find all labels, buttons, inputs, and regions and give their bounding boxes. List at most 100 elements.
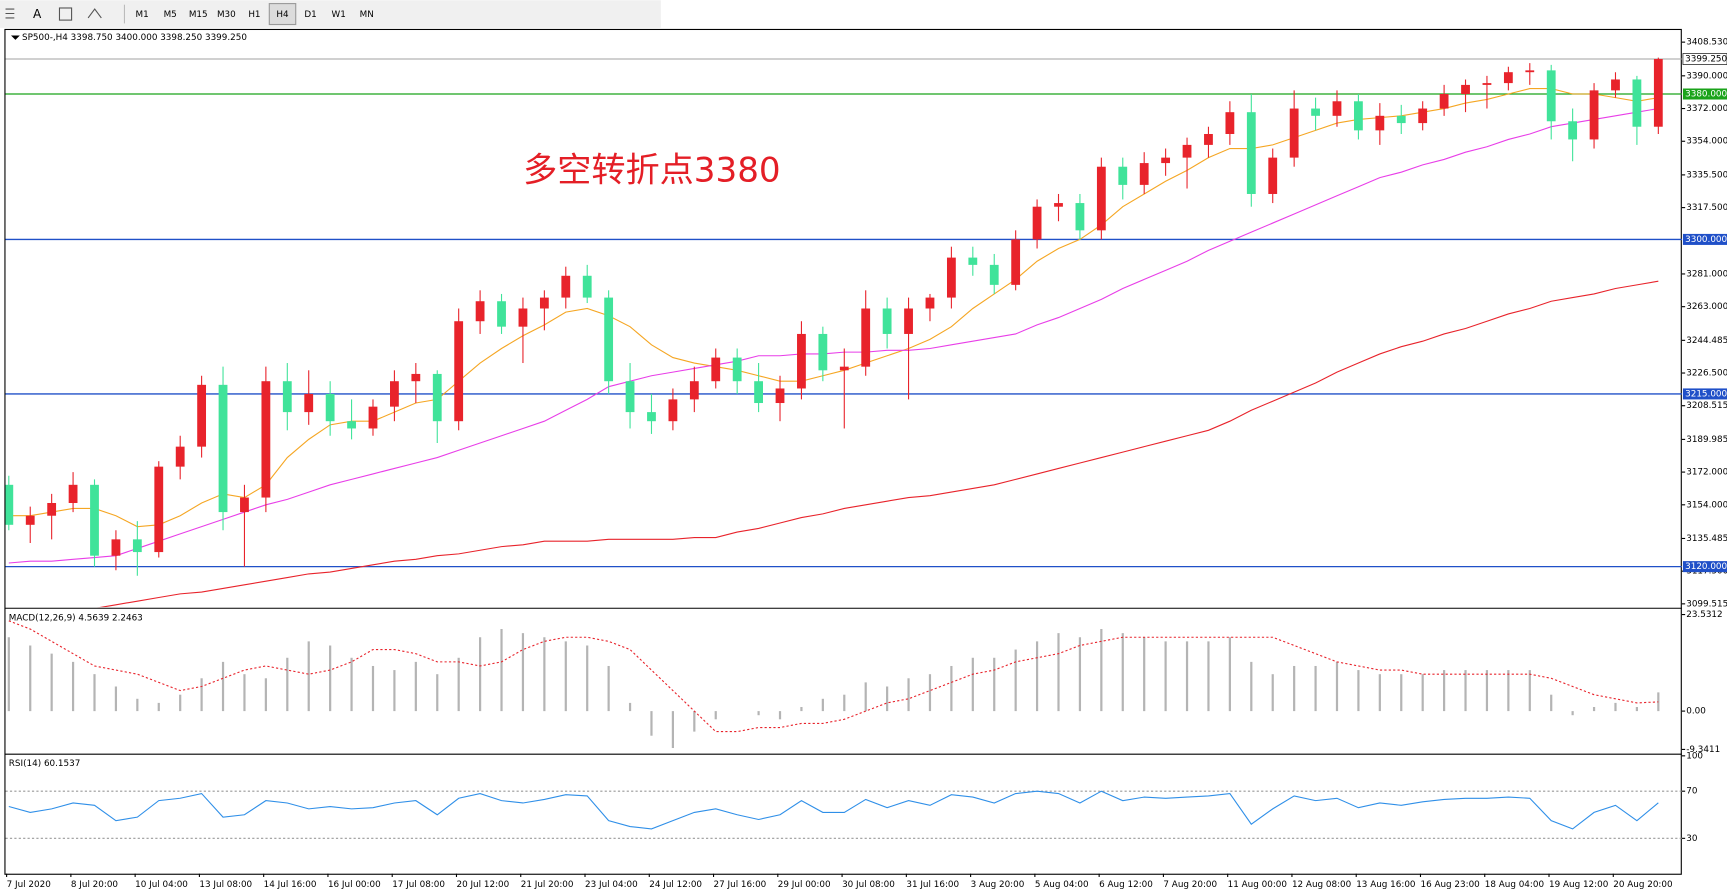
timeframe-label[interactable]: D1 bbox=[304, 10, 316, 20]
timeframe-label[interactable]: H4 bbox=[276, 10, 289, 20]
candle-body bbox=[1204, 133, 1213, 145]
icon-lines[interactable] bbox=[5, 8, 15, 19]
candle-body bbox=[1396, 115, 1406, 124]
candle-body bbox=[754, 381, 763, 404]
candle-body bbox=[1289, 108, 1299, 158]
candle-body bbox=[1525, 70, 1535, 73]
timeframe-button[interactable] bbox=[268, 3, 297, 26]
candle-body bbox=[882, 308, 892, 334]
rsi-plot bbox=[5, 790, 1682, 839]
level-tag bbox=[1682, 88, 1727, 100]
candle-body bbox=[1503, 72, 1513, 84]
candle-body bbox=[1546, 70, 1556, 122]
y-tick-label: 3335.500 bbox=[1686, 170, 1727, 180]
x-tick-label: 7 Jul 2020 bbox=[7, 880, 52, 890]
candle-body bbox=[904, 308, 913, 334]
candle-body bbox=[1225, 112, 1235, 134]
x-tick-label: 12 Aug 08:00 bbox=[1292, 880, 1352, 890]
x-tick-label: 16 Aug 23:00 bbox=[1420, 880, 1480, 890]
timeframe-label[interactable]: M1 bbox=[135, 10, 148, 20]
candle-body bbox=[711, 357, 721, 382]
candle-body bbox=[1418, 108, 1428, 124]
timeframe-label[interactable]: MN bbox=[360, 10, 374, 20]
x-tick-label: 5 Aug 04:00 bbox=[1035, 880, 1089, 890]
candle-body bbox=[497, 301, 506, 327]
y-tick-label: 30 bbox=[1686, 834, 1698, 844]
x-tick-label: 20 Jul 12:00 bbox=[456, 880, 509, 890]
candle-body bbox=[175, 446, 185, 467]
candle-body bbox=[1439, 94, 1449, 109]
toolbar-icons: A bbox=[5, 4, 126, 24]
x-tick-label: 23 Jul 04:00 bbox=[585, 880, 638, 890]
candle-body bbox=[1096, 166, 1106, 231]
candle-body bbox=[925, 297, 935, 309]
x-tick-label: 16 Jul 00:00 bbox=[328, 880, 381, 890]
candle-body bbox=[5, 484, 14, 525]
candle-body bbox=[390, 381, 399, 407]
candle-body bbox=[1653, 59, 1663, 127]
candle-body bbox=[240, 497, 249, 513]
x-tick-label: 3 Aug 20:00 bbox=[971, 880, 1025, 890]
candle-body bbox=[604, 297, 614, 382]
timeframe-label[interactable]: W1 bbox=[332, 10, 346, 20]
y-tick-label: 23.5312 bbox=[1686, 610, 1722, 620]
y-tick-label: 100 bbox=[1686, 751, 1703, 761]
icon-label[interactable] bbox=[58, 7, 73, 21]
toolbar bbox=[0, 0, 661, 28]
candle-body bbox=[989, 264, 999, 285]
candle-body bbox=[861, 308, 871, 367]
annotation: 多空转折点3380 bbox=[523, 151, 780, 191]
candle-body bbox=[1611, 79, 1620, 91]
candle-body bbox=[839, 366, 849, 371]
candle-body bbox=[1589, 90, 1599, 140]
x-tick-label: 19 Aug 12:00 bbox=[1549, 880, 1609, 890]
indicator-title: RSI(14) 60.1537 bbox=[9, 759, 81, 769]
candle-body bbox=[132, 539, 142, 553]
candle-body bbox=[1139, 163, 1149, 185]
timeframe-label[interactable]: H1 bbox=[248, 10, 260, 20]
x-tick-label: 17 Jul 08:00 bbox=[392, 880, 445, 890]
candle-body bbox=[1482, 83, 1492, 85]
candle-body bbox=[347, 421, 356, 429]
timeframe-label[interactable]: M30 bbox=[217, 10, 236, 20]
y-tick-label: 3154.000 bbox=[1686, 500, 1727, 510]
level-tag bbox=[1682, 561, 1727, 573]
timeframe-label[interactable]: M15 bbox=[189, 10, 208, 20]
candle-body bbox=[1568, 121, 1578, 140]
bid-label: 3399.250 bbox=[1685, 55, 1727, 65]
x-tick-label: 14 Jul 16:00 bbox=[264, 880, 317, 890]
x-tick-label: 21 Jul 20:00 bbox=[521, 880, 574, 890]
icon-text[interactable]: A bbox=[33, 7, 42, 21]
x-tick-label: 31 Jul 16:00 bbox=[906, 880, 959, 890]
chart-title: SP500-,H4 3398.750 3400.000 3398.250 339… bbox=[22, 33, 247, 43]
candle-body bbox=[689, 381, 699, 400]
icon-arrows[interactable] bbox=[87, 8, 102, 19]
candle-body bbox=[432, 373, 442, 422]
candle-body bbox=[325, 393, 335, 422]
candle-body bbox=[1161, 157, 1171, 164]
candle-body bbox=[1011, 239, 1021, 285]
x-tick-label: 10 Jul 04:00 bbox=[135, 880, 188, 890]
timeframe-label[interactable]: M5 bbox=[164, 10, 177, 20]
y-tick-label: 3244.485 bbox=[1686, 336, 1727, 346]
candle-body bbox=[946, 257, 956, 298]
level-label: 3120.000 bbox=[1685, 562, 1727, 572]
candle-body bbox=[304, 393, 314, 413]
level-label: 3380.000 bbox=[1685, 90, 1727, 100]
candle-body bbox=[818, 333, 828, 371]
y-tick-label: 3172.000 bbox=[1686, 468, 1727, 478]
y-tick-label: -9.3411 bbox=[1686, 745, 1720, 755]
candle-body bbox=[25, 515, 35, 525]
candle-body bbox=[197, 384, 207, 447]
candle-body bbox=[1354, 101, 1363, 131]
candle-body bbox=[475, 301, 485, 322]
candle-body bbox=[1461, 84, 1470, 95]
candle-body bbox=[261, 381, 271, 498]
bid-tag bbox=[1682, 53, 1727, 65]
candle-body bbox=[539, 297, 549, 309]
indicator-title: MACD(12,26,9) 4.5639 2.2463 bbox=[9, 614, 143, 624]
candle-body bbox=[411, 373, 421, 382]
candle-body bbox=[668, 399, 678, 422]
candle-body bbox=[732, 357, 742, 382]
